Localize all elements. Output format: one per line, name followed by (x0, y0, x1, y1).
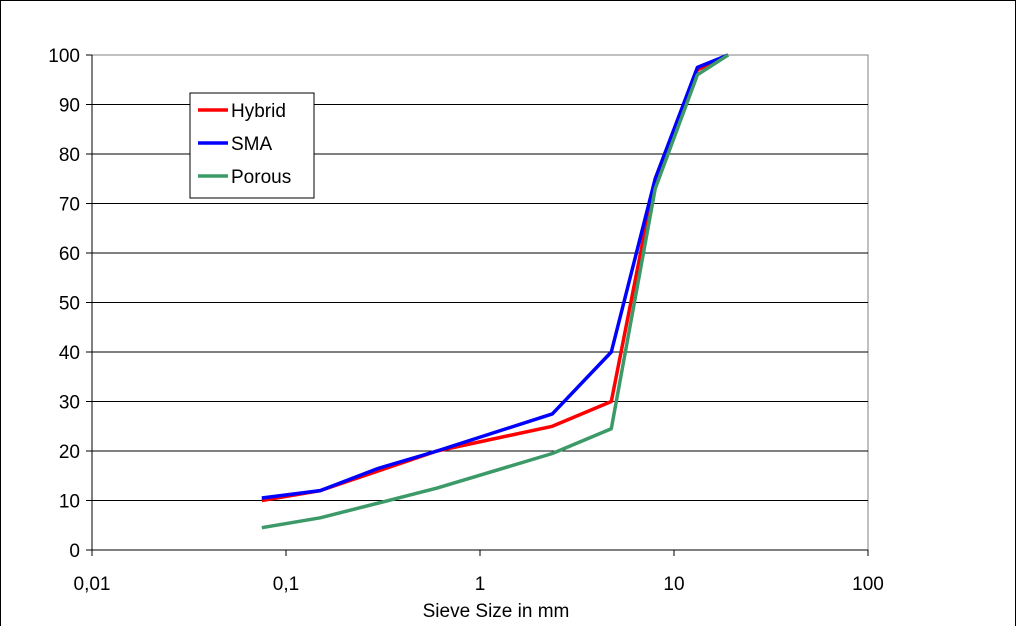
legend-label-sma: SMA (231, 134, 273, 155)
y-tick-label: 70 (59, 195, 80, 216)
y-tick-label: 30 (59, 393, 80, 414)
y-tick-label: 80 (59, 145, 80, 166)
x-tick-label: 0,01 (74, 574, 111, 595)
legend-label-porous: Porous (231, 167, 291, 188)
x-tick-label: 0,1 (273, 574, 299, 595)
x-tick-label: 10 (663, 574, 684, 595)
y-tick-label: 0 (69, 541, 80, 562)
y-tick-label: 50 (59, 294, 80, 315)
y-tick-label: 20 (59, 442, 80, 463)
x-tick-label: 100 (852, 574, 884, 595)
x-axis-label: Sieve Size in mm (423, 601, 570, 622)
y-tick-label: 90 (59, 96, 80, 117)
y-tick-label: 10 (59, 492, 80, 513)
y-tick-label: 60 (59, 244, 80, 265)
legend-label-hybrid: Hybrid (231, 101, 286, 122)
x-tick-label: 1 (475, 574, 486, 595)
y-tick-label: 40 (59, 343, 80, 364)
legend: Hybrid SMA Porous (190, 93, 314, 198)
y-tick-label: 100 (48, 46, 80, 67)
